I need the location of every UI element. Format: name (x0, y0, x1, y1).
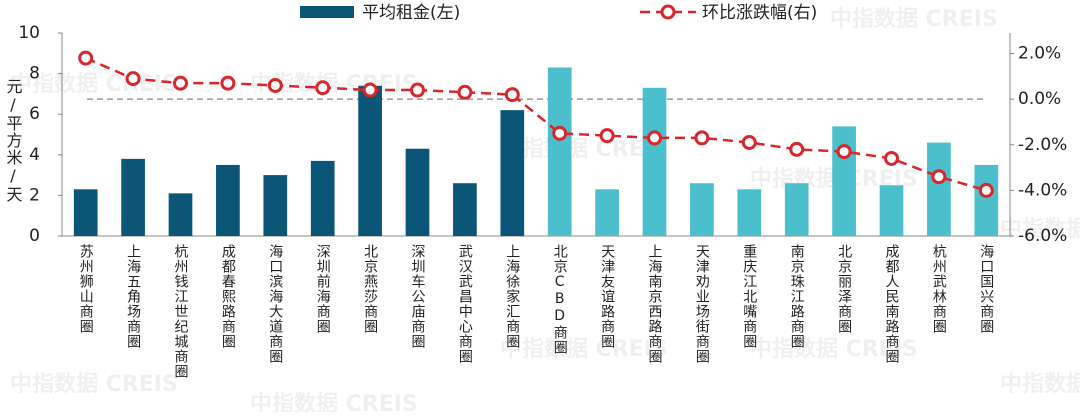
bar (595, 189, 619, 236)
bar (832, 126, 856, 236)
bar (263, 175, 288, 236)
x-tick-label: 武汉武昌中心商圈 (457, 244, 473, 364)
y-tick-label: 4 (29, 145, 40, 165)
line-marker (173, 75, 188, 91)
line-marker (978, 182, 994, 198)
x-tick-label: 杭州武林商圈 (931, 244, 947, 334)
legend-label: 环比涨跌幅(右) (702, 3, 817, 23)
bar (310, 160, 335, 236)
bar (358, 85, 382, 236)
line-marker (125, 71, 141, 87)
watermark: 中指数据 CREIS (250, 391, 418, 412)
line (85, 56, 987, 192)
watermark: 中指数据 CREIS (500, 336, 668, 362)
line-marker (220, 75, 236, 91)
watermark: 中指数据 CREIS (750, 336, 918, 362)
watermark: 中指数据 CREIS (10, 371, 178, 397)
line-marker (504, 87, 520, 103)
line-marker (599, 128, 615, 144)
bar (547, 67, 572, 236)
y-axis-label: 元/平方米/天 (4, 78, 23, 203)
bar (168, 193, 193, 236)
line-marker (789, 141, 805, 157)
line-marker (931, 169, 947, 185)
y2-tick-label: -4.0% (1018, 180, 1067, 200)
y2-tick-label: -2.0% (1018, 135, 1067, 155)
line-marker (552, 125, 568, 141)
bar (974, 164, 999, 236)
legend-swatch (660, 4, 676, 20)
x-tick-label: 成都人民南路商圈 (884, 244, 900, 364)
y-tick-label: 10 (18, 23, 40, 43)
x-tick-label: 成都春熙路商圈 (220, 244, 236, 349)
watermark: 中指数据 CREIS (1000, 371, 1080, 397)
watermark: 中指数据 CREIS (830, 6, 998, 32)
y-tick-label: 2 (29, 185, 40, 205)
bar (737, 189, 762, 236)
y2-tick-label: -6.0% (1018, 226, 1067, 246)
watermark: 中指数据 CREIS (1000, 216, 1080, 242)
y-tick-label: 6 (29, 104, 40, 124)
line-marker (457, 84, 473, 100)
y2-tick-label: 2.0% (1018, 44, 1061, 64)
y-tick-label: 0 (29, 226, 40, 246)
x-tick-label: 上海南京西路商圈 (647, 244, 663, 364)
bar (216, 164, 240, 236)
line-marker (267, 77, 283, 93)
x-tick-label: 深圳车公庙商圈 (410, 244, 426, 349)
line-marker (836, 144, 852, 160)
bar (453, 183, 477, 236)
watermark: 中指数据 CREIS (500, 136, 668, 162)
x-tick-label: 北京CBD商圈 (552, 244, 568, 355)
y2-tick-label: 0.0% (1018, 89, 1061, 109)
legend-swatch (300, 6, 354, 18)
x-tick-label: 上海五角场商圈 (125, 244, 141, 349)
x-tick-label: 北京燕莎商圈 (362, 244, 378, 334)
bar (690, 183, 714, 236)
bar (121, 158, 145, 236)
bar (879, 185, 904, 236)
x-tick-label: 重庆江北嘴商圈 (741, 244, 757, 349)
watermark: 中指数据 CREIS (10, 71, 178, 97)
x-tick-label: 天津劝业场街商圈 (694, 244, 710, 364)
legend-label: 平均租金(左) (362, 3, 460, 23)
line-marker (315, 80, 331, 96)
y-tick-label: 8 (29, 64, 40, 84)
x-tick-label: 北京丽泽商圈 (836, 244, 852, 334)
x-tick-label: 上海徐家汇商圈 (504, 244, 520, 349)
x-tick-label: 杭州钱江世纪城商圈 (173, 244, 189, 379)
x-tick-label: 海口国兴商圈 (978, 244, 994, 334)
line-marker (410, 82, 425, 98)
line-marker (741, 134, 757, 150)
x-tick-label: 南京珠江路商圈 (789, 244, 805, 349)
x-tick-label: 海口滨海大道商圈 (267, 244, 283, 364)
line-marker (884, 150, 899, 166)
bar (73, 189, 98, 236)
line-marker (362, 82, 378, 98)
bar (784, 183, 809, 236)
x-tick-label: 天津友谊路商圈 (599, 244, 615, 349)
line-marker (694, 130, 710, 146)
bar (500, 110, 525, 236)
x-tick-label: 苏州狮山商圈 (78, 244, 94, 334)
x-tick-label: 深圳前海商圈 (315, 244, 331, 334)
bar (642, 87, 667, 236)
line-marker (647, 130, 662, 146)
line-marker (78, 50, 94, 66)
bar (927, 142, 951, 236)
bar (405, 148, 430, 236)
